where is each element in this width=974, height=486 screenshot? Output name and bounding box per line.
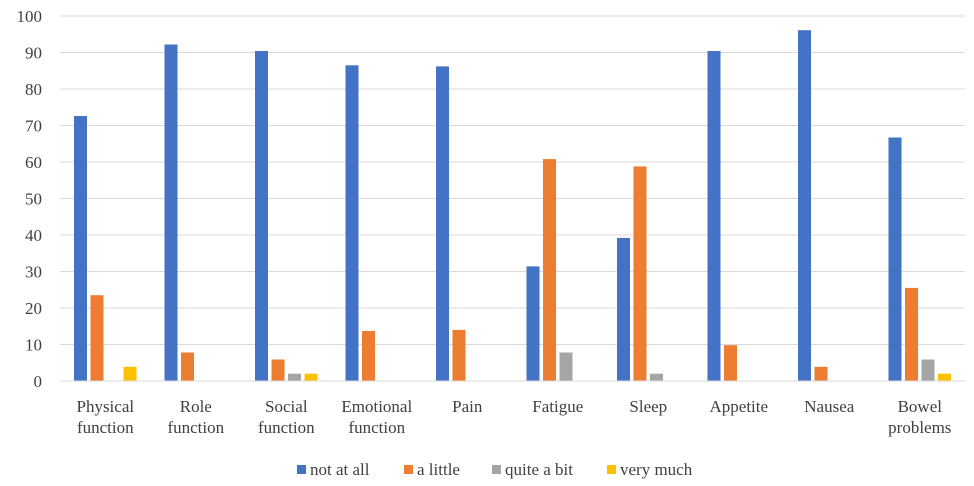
x-category-label-line: Pain	[452, 397, 483, 416]
bar-a-little-role-function	[181, 352, 194, 381]
y-tick-label: 90	[25, 44, 42, 63]
x-category-label-line: Emotional	[341, 397, 412, 416]
legend-swatch	[404, 465, 413, 474]
bars	[74, 30, 951, 382]
bar-very-much-bowel-problems	[938, 373, 951, 381]
x-category-label-line: Social	[265, 397, 308, 416]
x-category-label: Bowel problems	[888, 397, 951, 437]
x-category-label: Role function	[167, 397, 224, 437]
y-axis-tick-labels: 0 10 20 30 40 50 60 70 80 90 100	[17, 7, 43, 391]
y-tick-label: 100	[17, 7, 43, 26]
x-category-label: Sleep	[629, 397, 667, 416]
x-category-label-line: function	[167, 418, 224, 437]
x-category-label-line: Physical	[76, 397, 134, 416]
bar-a-little-fatigue	[543, 159, 556, 381]
bar-quite-a-bit-social-function	[288, 373, 301, 381]
x-category-label-line: Fatigue	[532, 397, 583, 416]
y-tick-label: 60	[25, 153, 42, 172]
x-category-label: Pain	[452, 397, 483, 416]
x-category-label-line: problems	[888, 418, 951, 437]
bar-not-at-all-nausea	[798, 30, 811, 381]
bar-a-little-sleep	[633, 166, 647, 381]
x-category-label-line: Appetite	[710, 397, 769, 416]
legend-swatch	[492, 465, 501, 474]
y-tick-label: 50	[25, 190, 42, 209]
bar-not-at-all-social-function	[255, 51, 268, 381]
x-category-label: Social function	[258, 397, 315, 437]
x-category-label-line: Role	[180, 397, 212, 416]
x-category-label: Appetite	[710, 397, 769, 416]
y-tick-label: 70	[25, 117, 42, 136]
x-category-label-line: Bowel	[898, 397, 943, 416]
bar-a-little-social-function	[271, 359, 285, 381]
x-axis-category-labels: Physical function Role function Social functi…	[76, 397, 951, 437]
x-category-label: Emotional function	[341, 397, 412, 437]
legend-label: not at all	[310, 460, 370, 479]
legend-swatch	[297, 465, 306, 474]
bar-very-much-social-function	[304, 373, 318, 381]
bar-a-little-pain	[452, 329, 466, 381]
bar-a-little-nausea	[814, 366, 828, 381]
bar-not-at-all-emotional-function	[345, 65, 359, 382]
y-tick-label: 10	[25, 336, 42, 355]
bar-quite-a-bit-sleep	[650, 373, 663, 381]
x-category-label: Fatigue	[532, 397, 583, 416]
legend-swatch	[607, 465, 616, 474]
bar-not-at-all-bowel-problems	[888, 137, 902, 381]
x-category-label: Physical function	[76, 397, 134, 437]
x-category-label: Nausea	[804, 397, 854, 416]
bar-quite-a-bit-bowel-problems	[921, 359, 935, 381]
x-category-label-line: function	[348, 418, 405, 437]
bar-not-at-all-appetite	[707, 51, 721, 381]
bar-very-much-physical-function	[123, 366, 137, 381]
bar-a-little-physical-function	[90, 295, 104, 381]
x-category-label-line: Nausea	[804, 397, 854, 416]
bar-not-at-all-role-function	[164, 44, 178, 381]
bar-quite-a-bit-fatigue	[559, 352, 573, 381]
gridlines	[60, 15, 965, 345]
bar-not-at-all-fatigue	[526, 266, 540, 381]
bar-a-little-appetite	[724, 345, 737, 381]
y-tick-label: 20	[25, 299, 42, 318]
bar-not-at-all-sleep	[617, 237, 630, 381]
bar-not-at-all-physical-function	[74, 116, 87, 381]
legend-label: a little	[417, 460, 460, 479]
legend-label: very much	[620, 460, 693, 479]
legend: not at all a little quite a bit very much	[297, 460, 693, 479]
x-category-label-line: function	[77, 418, 134, 437]
bar-not-at-all-pain	[436, 66, 449, 382]
bar-a-little-bowel-problems	[905, 287, 918, 381]
y-tick-label: 80	[25, 80, 42, 99]
legend-label: quite a bit	[505, 460, 573, 479]
x-category-label-line: function	[258, 418, 315, 437]
y-tick-label: 0	[34, 372, 43, 391]
y-tick-label: 40	[25, 226, 42, 245]
y-tick-label: 30	[25, 263, 42, 282]
bar-a-little-emotional-function	[362, 331, 375, 381]
x-category-label-line: Sleep	[629, 397, 667, 416]
